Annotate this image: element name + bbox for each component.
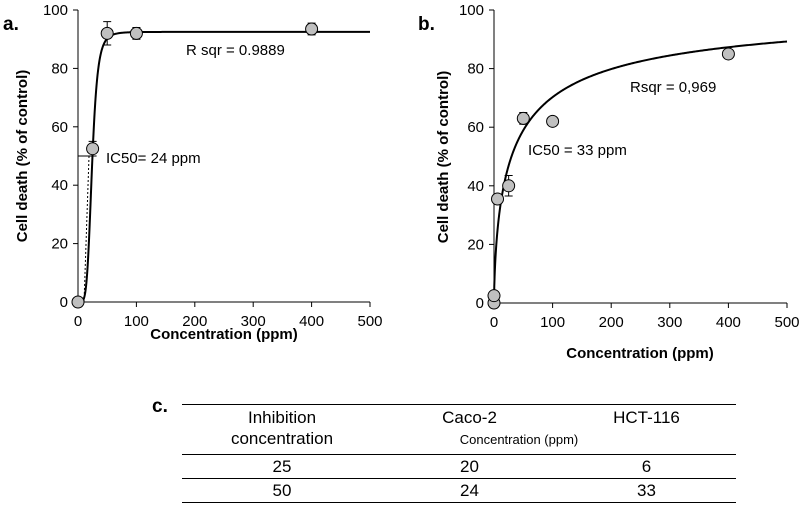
panel-b-data-point bbox=[502, 179, 516, 193]
panel-a-data-point bbox=[129, 26, 143, 40]
panel-b-x-tick-label: 0 bbox=[490, 314, 498, 331]
panel-a-y-tick-label: 100 bbox=[43, 2, 68, 19]
table-header-row: Inhibition concentration Caco-2 HCT-116 … bbox=[182, 405, 736, 455]
panel-b-y-tick-label: 60 bbox=[467, 119, 484, 136]
panel-a-data-point bbox=[305, 22, 319, 36]
inhibition-table-section: c. Inhibition concentration Caco-2 HCT-1… bbox=[152, 396, 736, 503]
panel-b-y-tick-label: 100 bbox=[459, 2, 484, 19]
row-hct116: 33 bbox=[557, 478, 736, 503]
panel-b-ticks: 0 100 200 300 400 500 0 20 40 60 80 100 bbox=[459, 2, 800, 331]
panel-b-y-tick-label: 20 bbox=[467, 236, 484, 253]
panel-b-rsq-label: Rsqr = 0,969 bbox=[630, 79, 716, 96]
panel-b-x-tick-label: 500 bbox=[774, 314, 799, 331]
panel-b-letter: b. bbox=[418, 14, 435, 35]
panel-a-y-tick-label: 60 bbox=[51, 119, 68, 136]
header-inhibition-line2: concentration bbox=[230, 429, 334, 448]
panel-a-ic50-dotted-line bbox=[83, 155, 90, 303]
row-caco2: 20 bbox=[382, 454, 557, 479]
header-inhibition-line1: Inhibition bbox=[247, 408, 317, 427]
panel-a-ticks: 0 100 200 300 400 500 0 20 40 60 80 100 bbox=[43, 2, 383, 330]
panel-b-x-axis-title: Concentration (ppm) bbox=[566, 345, 714, 362]
table-row: 25 20 6 bbox=[182, 454, 736, 479]
panel-b-axes bbox=[493, 10, 787, 304]
panel-b-x-tick-label: 200 bbox=[599, 314, 624, 331]
panel-a-data-point bbox=[86, 142, 100, 156]
panel-a-x-tick-label: 100 bbox=[124, 313, 149, 330]
panel-b-fit-curve bbox=[493, 40, 788, 304]
panel-b-data-point bbox=[491, 192, 505, 206]
row-inhibition: 50 bbox=[182, 478, 382, 503]
row-hct116: 6 bbox=[557, 454, 736, 479]
header-hct116: HCT-116 bbox=[613, 408, 680, 427]
row-caco2: 24 bbox=[382, 478, 557, 503]
header-unit: Concentration (ppm) bbox=[459, 432, 579, 447]
header-inhibition-concentration: Inhibition concentration bbox=[182, 405, 382, 455]
panel-a-data-point bbox=[100, 26, 114, 40]
header-cell-lines: Caco-2 HCT-116 Concentration (ppm) bbox=[382, 405, 736, 455]
panel-b-data-point bbox=[721, 47, 735, 61]
panel-b-data-point bbox=[487, 289, 501, 303]
panel-b-data-point bbox=[516, 111, 530, 125]
panel-a-y-axis-title: Cell death (% of control) bbox=[14, 70, 31, 243]
panel-b-y-tick-label: 40 bbox=[467, 178, 484, 195]
header-caco2: Caco-2 bbox=[442, 408, 497, 427]
panel-a-x-axis-title: Concentration (ppm) bbox=[150, 326, 298, 343]
panel-a: a. 0 100 200 300 400 500 0 20 40 60 80 100 R sqr = … bbox=[3, 2, 383, 343]
panel-a-y-tick-label: 0 bbox=[60, 294, 68, 311]
panel-a-y-tick-label: 40 bbox=[51, 177, 68, 194]
panel-b: b. 0 100 200 300 400 500 0 20 40 60 80 100 Rsqr = 0… bbox=[418, 2, 800, 362]
panel-b-y-axis-title: Cell death (% of control) bbox=[435, 71, 452, 244]
inhibition-table: Inhibition concentration Caco-2 HCT-116 … bbox=[182, 404, 736, 503]
panel-b-points bbox=[487, 47, 735, 310]
row-inhibition: 25 bbox=[182, 454, 382, 479]
panel-a-points bbox=[71, 21, 319, 309]
panel-a-y-tick-label: 20 bbox=[51, 236, 68, 253]
panel-b-x-tick-label: 300 bbox=[657, 314, 682, 331]
panel-a-x-tick-label: 500 bbox=[357, 313, 382, 330]
panel-a-y-tick-label: 80 bbox=[51, 60, 68, 77]
panel-a-rsq-label: R sqr = 0.9889 bbox=[186, 42, 285, 59]
panel-a-x-tick-label: 300 bbox=[241, 313, 266, 330]
table-row: 50 24 33 bbox=[182, 478, 736, 503]
panel-b-data-point bbox=[546, 114, 560, 128]
panel-b-x-tick-label: 400 bbox=[716, 314, 741, 331]
panel-b-x-tick-label: 100 bbox=[540, 314, 565, 331]
panel-a-letter: a. bbox=[3, 14, 19, 35]
panel-a-x-tick-label: 400 bbox=[299, 313, 324, 330]
panel-a-data-point bbox=[71, 295, 85, 309]
panel-b-y-tick-label: 0 bbox=[476, 295, 484, 312]
panel-b-ic50-label: IC50 = 33 ppm bbox=[528, 142, 627, 159]
panel-c-letter: c. bbox=[152, 396, 168, 417]
panel-b-y-tick-label: 80 bbox=[467, 61, 484, 78]
panel-a-x-tick-label: 200 bbox=[182, 313, 207, 330]
panel-a-x-tick-label: 0 bbox=[74, 313, 82, 330]
panel-a-ic50-label: IC50= 24 ppm bbox=[106, 150, 201, 167]
